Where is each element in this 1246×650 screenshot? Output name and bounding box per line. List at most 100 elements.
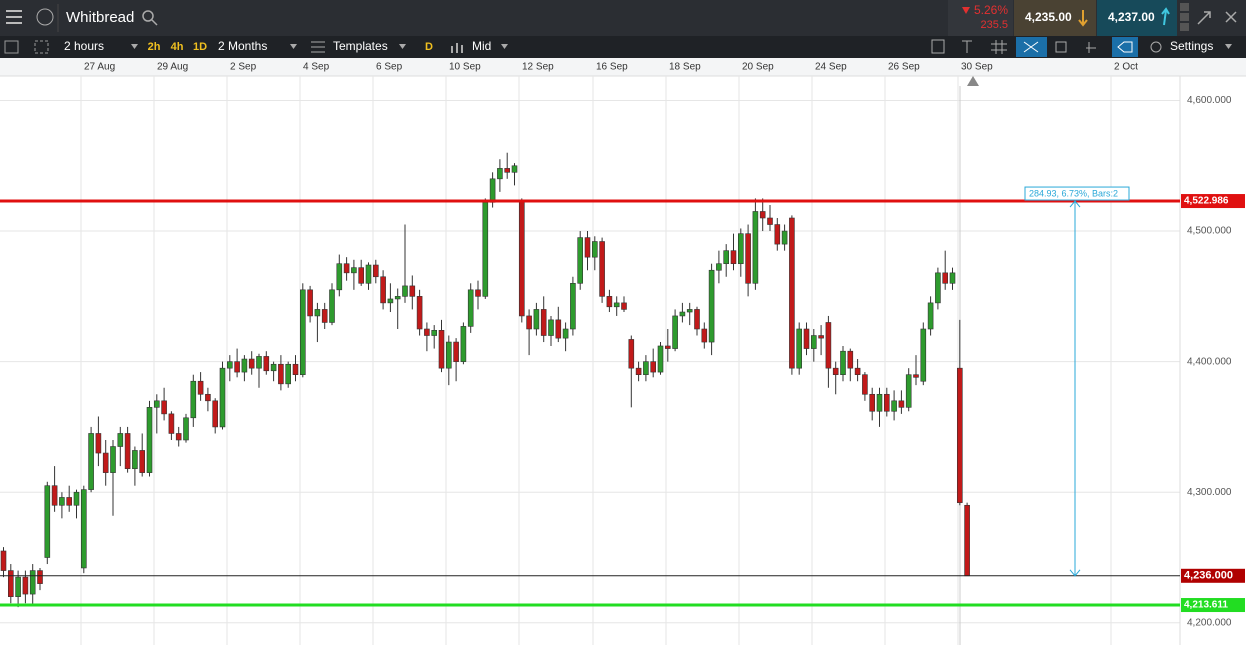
price-icon[interactable] [451,43,463,53]
candle-body [599,241,605,297]
candle-body [883,393,890,412]
candle-body [759,211,766,219]
candle-body [555,319,562,339]
candle-body [927,302,934,330]
candle-body [431,330,438,336]
plot-area: 27 Aug 29 Aug 2 Sep 4 Sep 6 Sep 10 Sep 12 Sep 1… [0,62,1245,645]
sell-price: 4,235.00 [1025,10,1072,24]
candle-body [409,285,416,297]
candle-body [810,335,817,349]
down-arrow [962,7,970,14]
candle-body [956,367,963,503]
buy-button[interactable] [1097,0,1177,36]
menu-icon[interactable] [6,10,22,24]
layout-icon[interactable] [34,40,49,54]
candle-body [372,264,379,278]
candle-body [577,237,584,284]
candle-body [745,233,751,284]
candle-body [650,361,657,373]
candle-body [467,289,474,327]
price-label-box [1181,194,1245,209]
quick-interval[interactable]: 4h [171,41,184,53]
candle-body [716,263,722,271]
candle-body [613,302,620,308]
quick-interval[interactable]: 2h [148,41,161,53]
candle-body [686,309,693,313]
candle-body [124,433,131,470]
dropdown[interactable] [290,44,297,49]
x-tick-label: 26 Sep [888,62,920,73]
price-type[interactable]: Mid [472,39,491,53]
candle-body [935,272,941,304]
candle-body [606,296,613,308]
candle-body [154,400,160,408]
candle-body [15,576,21,597]
candle-body [723,250,730,265]
expand-icon[interactable] [1197,11,1211,25]
dropdown[interactable] [399,44,406,49]
measure-arrows [1069,200,1081,577]
templates[interactable]: Templates [333,39,388,53]
candle-body [672,315,678,349]
quick-interval[interactable]: 1D [193,41,207,53]
candle-body [190,380,197,419]
candle-body [0,550,7,571]
dropdown[interactable] [501,44,508,49]
interval[interactable]: 2 hours [64,39,104,53]
day-toggle[interactable]: D [425,41,433,53]
candle-body [95,433,102,454]
panel-icon[interactable] [1180,3,1189,31]
list-icon[interactable] [4,40,19,54]
candle-body [168,413,175,434]
candle-body [708,269,715,343]
candle-body [321,309,328,323]
info-icon[interactable] [36,8,54,26]
candle-body [679,311,686,317]
candle-body [299,289,306,375]
candle-body [241,358,248,373]
tool-icons[interactable] [931,37,1162,57]
x-tick-label: 18 Sep [669,62,701,73]
candle-body [314,309,321,317]
x-tick-label: 6 Sep [376,62,403,73]
candle-body [497,168,503,180]
candle-body [307,289,313,317]
candle-body [847,350,854,369]
candle-body [212,400,218,428]
x-tick-label: 16 Sep [596,62,628,73]
search-icon[interactable] [142,10,158,26]
dropdown[interactable] [1225,44,1232,49]
candle-body [767,217,773,225]
candle-body [365,264,372,284]
x-tick-label: 4 Sep [303,62,330,73]
price-label-box [1181,568,1245,583]
candle-body [278,363,284,385]
buy-arrow [1161,7,1170,26]
candle-body [285,363,292,385]
candle-body [570,282,576,330]
candle-body [146,407,153,473]
candle-body [752,211,759,284]
toolbar [0,36,1246,58]
candle-body [803,328,810,349]
templates-icon[interactable] [311,41,325,53]
x-tick-label: 2 Sep [230,62,257,73]
close-icon[interactable] [1225,11,1237,23]
candle-body [591,241,598,258]
y-tick-label: 4,500.000 [1187,226,1232,237]
candle-body [336,263,343,291]
candle-body [913,374,919,378]
candle-body [394,296,401,300]
x-tick-label: 30 Sep [961,62,993,73]
change: 235.5 [980,19,1008,31]
candle-body [818,335,824,339]
settings[interactable]: Settings [1170,39,1213,53]
dropdown[interactable] [131,44,138,49]
candle-body [183,417,189,441]
candle-body [701,328,708,343]
range[interactable]: 2 Months [218,39,267,53]
x-tick-label: 29 Aug [157,62,188,73]
candle-body [416,296,423,330]
candle-body [781,230,788,245]
candle-body [161,400,167,415]
